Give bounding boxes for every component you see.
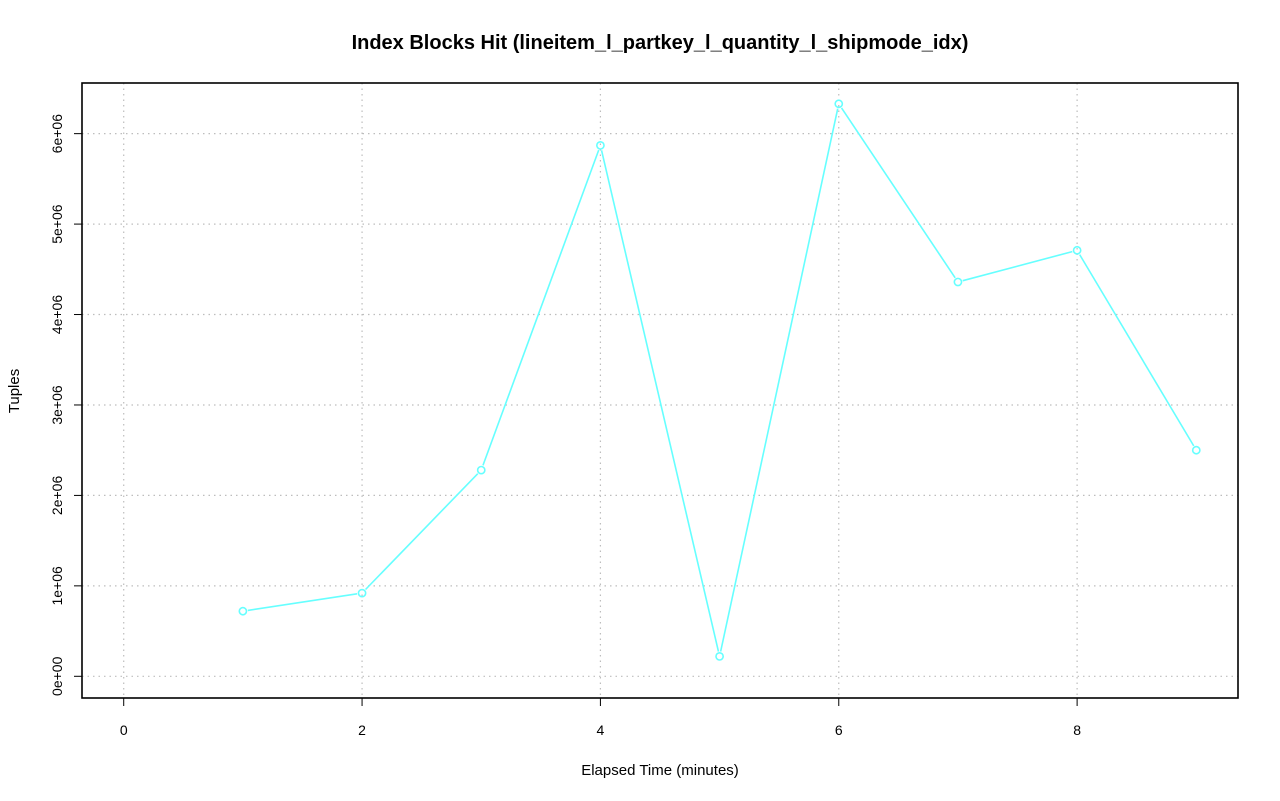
data-point <box>1191 445 1201 455</box>
series-line-segment <box>840 107 956 279</box>
data-point <box>834 99 844 109</box>
data-point <box>1072 245 1082 255</box>
series-line-segment <box>482 149 600 466</box>
chart-title: Index Blocks Hit (lineitem_l_partkey_l_q… <box>352 32 969 54</box>
x-tick-label: 4 <box>597 722 605 738</box>
axes: 0 2 4 6 8 0e+00 1e+06 2e+06 3e+06 4e+06 5e+06 6e+06 <box>49 114 1081 738</box>
series-line-segment <box>364 473 479 591</box>
x-tick-label: 2 <box>358 722 366 738</box>
x-tick-label: 0 <box>120 722 128 738</box>
y-axis-label: Tuples <box>6 369 23 413</box>
plot-frame <box>81 82 1239 699</box>
x-tick-label: 6 <box>835 722 843 738</box>
data-point <box>238 606 248 616</box>
x-tick-label: 8 <box>1073 722 1081 738</box>
data-point <box>596 141 605 150</box>
grid <box>82 83 1238 698</box>
data-point <box>715 651 724 661</box>
series-layer <box>238 99 1201 661</box>
y-tick-label: 0e+00 <box>49 656 65 696</box>
y-tick-label: 6e+06 <box>49 114 65 154</box>
series-line-segment <box>247 593 358 612</box>
data-point <box>953 277 963 287</box>
series-line-segment <box>719 108 839 652</box>
data-point <box>476 465 486 475</box>
y-tick-label: 2e+06 <box>49 476 65 516</box>
series-line-segment <box>962 250 1073 282</box>
series-line-segment <box>1078 254 1195 447</box>
y-tick-label: 3e+06 <box>49 385 65 425</box>
y-tick-label: 4e+06 <box>49 295 65 335</box>
x-axis-label: Elapsed Time (minutes) <box>581 762 739 779</box>
y-tick-label: 5e+06 <box>49 204 65 244</box>
series-line-segment <box>600 150 720 652</box>
y-tick-label: 1e+06 <box>49 566 65 606</box>
data-point <box>357 588 367 598</box>
